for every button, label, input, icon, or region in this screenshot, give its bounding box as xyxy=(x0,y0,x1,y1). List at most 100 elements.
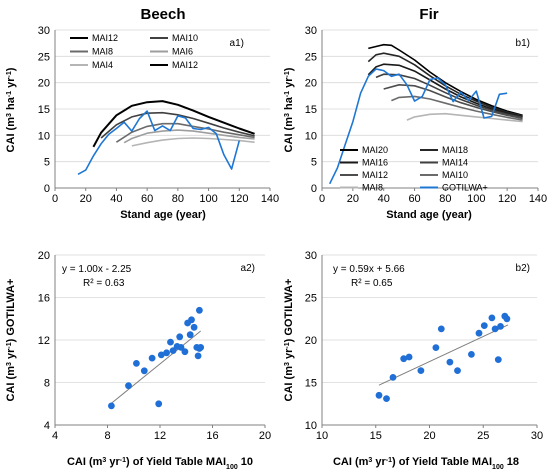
a2-scatter-point xyxy=(133,360,140,367)
a1-x-tick-label: 0 xyxy=(52,193,58,205)
a2-scatter-point xyxy=(148,354,156,362)
b2-scatter-point xyxy=(494,356,502,363)
a1-legend-label: MAI12 xyxy=(172,60,198,70)
panel-a2-xlabel: CAI (m3 yr-1) of Yield Table MAI100 10 xyxy=(67,456,253,471)
b1-legend-label: MAI18 xyxy=(442,145,468,155)
b2-scatter-point xyxy=(491,325,499,333)
b1-x-tick-label: 120 xyxy=(498,193,516,205)
b1-legend-label: MAI14 xyxy=(442,158,468,168)
b2-x-tick-label: 15 xyxy=(370,430,382,442)
a1-x-tick-label: 120 xyxy=(230,193,248,205)
b2-scatter-point xyxy=(497,323,504,330)
panel-b2-ylabel: CAI (m3 yr-1) GOTILWA+ xyxy=(283,279,295,402)
b2-scatter-point xyxy=(389,374,397,381)
a1-x-tick-label: 100 xyxy=(199,193,217,205)
a2-scatter-point xyxy=(155,400,163,408)
a1-y-tick-label: 0 xyxy=(44,183,50,195)
b1-legend-label: MAI12 xyxy=(362,170,388,180)
a1-y-tick-label: 25 xyxy=(38,51,50,63)
a2-scatter-point xyxy=(190,323,198,331)
b2-scatter-point xyxy=(432,344,440,351)
panel-a1-beech-cai-curves: Beech a1) Stand age (year) CAI (m3 ha-1 … xyxy=(5,6,279,221)
a1-y-tick-label: 15 xyxy=(38,104,50,116)
panel-b2-equation: y = 0.59x + 5.66 xyxy=(333,264,405,275)
a1-series-line-mai10 xyxy=(100,111,255,139)
a2-scatter-point xyxy=(163,349,171,357)
a1-y-tick-label: 30 xyxy=(38,25,50,37)
a1-legend-label: MAI6 xyxy=(172,47,193,57)
a2-y-tick-label: 8 xyxy=(44,378,50,390)
b1-legend-label: GOTILWA+ xyxy=(442,183,488,193)
b2-x-tick-label: 10 xyxy=(316,430,328,442)
b1-y-tick-label: 5 xyxy=(311,157,317,169)
b1-series-line-mai10 xyxy=(391,95,523,121)
b2-scatter-point xyxy=(454,367,461,374)
b1-x-tick-label: 80 xyxy=(439,193,451,205)
b1-x-tick-label: 0 xyxy=(319,193,325,205)
b2-scatter-point xyxy=(417,367,425,374)
a2-x-tick-label: 16 xyxy=(206,430,218,442)
a1-series-line-mai6 xyxy=(123,129,255,144)
b2-scatter-point xyxy=(400,355,408,363)
b1-x-tick-label: 100 xyxy=(467,193,485,205)
b2-scatter-point xyxy=(488,314,496,322)
a1-y-tick-label: 10 xyxy=(38,130,50,142)
a2-y-tick-label: 12 xyxy=(38,335,50,347)
a1-x-tick-label: 40 xyxy=(110,193,122,205)
panel-a1-ylabel: CAI (m3 ha-1 yr-1) xyxy=(5,67,17,152)
b1-y-tick-label: 15 xyxy=(305,104,317,116)
panel-a2-beech-scatter: y = 1.00x - 2.25 R² = 0.63 a2) CAI (m3 y… xyxy=(5,250,271,471)
panel-b1-title: Fir xyxy=(419,6,438,23)
a1-series-line-mai4 xyxy=(131,137,255,147)
a2-scatter-point xyxy=(157,351,165,359)
b1-x-tick-label: 140 xyxy=(529,193,547,205)
panel-b2-r2: R² = 0.65 xyxy=(351,278,393,289)
a1-legend-label: MAI12 xyxy=(92,33,118,43)
b1-legend-label: MAI8 xyxy=(362,183,383,193)
a2-x-tick-label: 4 xyxy=(52,430,58,442)
a1-legend-label: MAI4 xyxy=(92,60,113,70)
a2-scatter-point xyxy=(125,382,132,390)
panel-a1-title: Beech xyxy=(140,6,185,23)
a1-series-line-gotilwa xyxy=(77,110,241,176)
a1-y-tick-label: 5 xyxy=(44,157,50,169)
a2-scatter-point xyxy=(177,344,185,351)
a2-y-tick-label: 16 xyxy=(38,293,50,305)
a2-scatter-point xyxy=(197,344,205,351)
b2-y-tick-label: 25 xyxy=(305,293,317,305)
a1-x-tick-label: 140 xyxy=(261,193,279,205)
b1-y-tick-label: 10 xyxy=(305,130,317,142)
a2-scatter-point xyxy=(186,331,194,339)
a2-trendline xyxy=(111,330,202,404)
b1-y-tick-label: 0 xyxy=(311,183,317,195)
b2-scatter-point xyxy=(480,322,488,329)
a1-y-tick-label: 20 xyxy=(38,78,50,90)
b1-x-tick-label: 20 xyxy=(347,193,359,205)
panel-a1-label: a1) xyxy=(230,38,244,49)
b2-scatter-point xyxy=(446,358,454,366)
b2-y-tick-label: 20 xyxy=(305,335,317,347)
panel-a2-label: a2) xyxy=(241,263,255,274)
a2-x-tick-label: 12 xyxy=(154,430,166,442)
a1-x-tick-label: 60 xyxy=(141,193,153,205)
b1-series-line-mai14 xyxy=(375,73,523,119)
b2-x-tick-label: 20 xyxy=(423,430,435,442)
a1-legend-label: MAI10 xyxy=(172,33,198,43)
a2-x-tick-label: 8 xyxy=(104,430,110,442)
b1-x-tick-label: 60 xyxy=(408,193,420,205)
a2-scatter-point xyxy=(181,348,189,356)
a1-legend-label: MAI8 xyxy=(92,47,113,57)
a2-scatter-point xyxy=(196,306,203,314)
panel-b1-label: b1) xyxy=(516,38,530,49)
panel-a1-xlabel: Stand age (year) xyxy=(120,209,206,221)
b1-y-tick-label: 25 xyxy=(305,51,317,63)
a2-scatter-point xyxy=(194,352,202,360)
panel-b1-fir-cai-curves: Fir b1) Stand age (year) CAI (m3 ha-1 yr… xyxy=(283,6,547,221)
b1-y-tick-label: 20 xyxy=(305,78,317,90)
panel-b1-xlabel: Stand age (year) xyxy=(386,209,472,221)
b2-scatter-point xyxy=(405,353,413,361)
b2-scatter-point xyxy=(383,395,390,402)
panel-a2-equation: y = 1.00x - 2.25 xyxy=(62,264,132,275)
a2-scatter-point xyxy=(176,333,184,341)
